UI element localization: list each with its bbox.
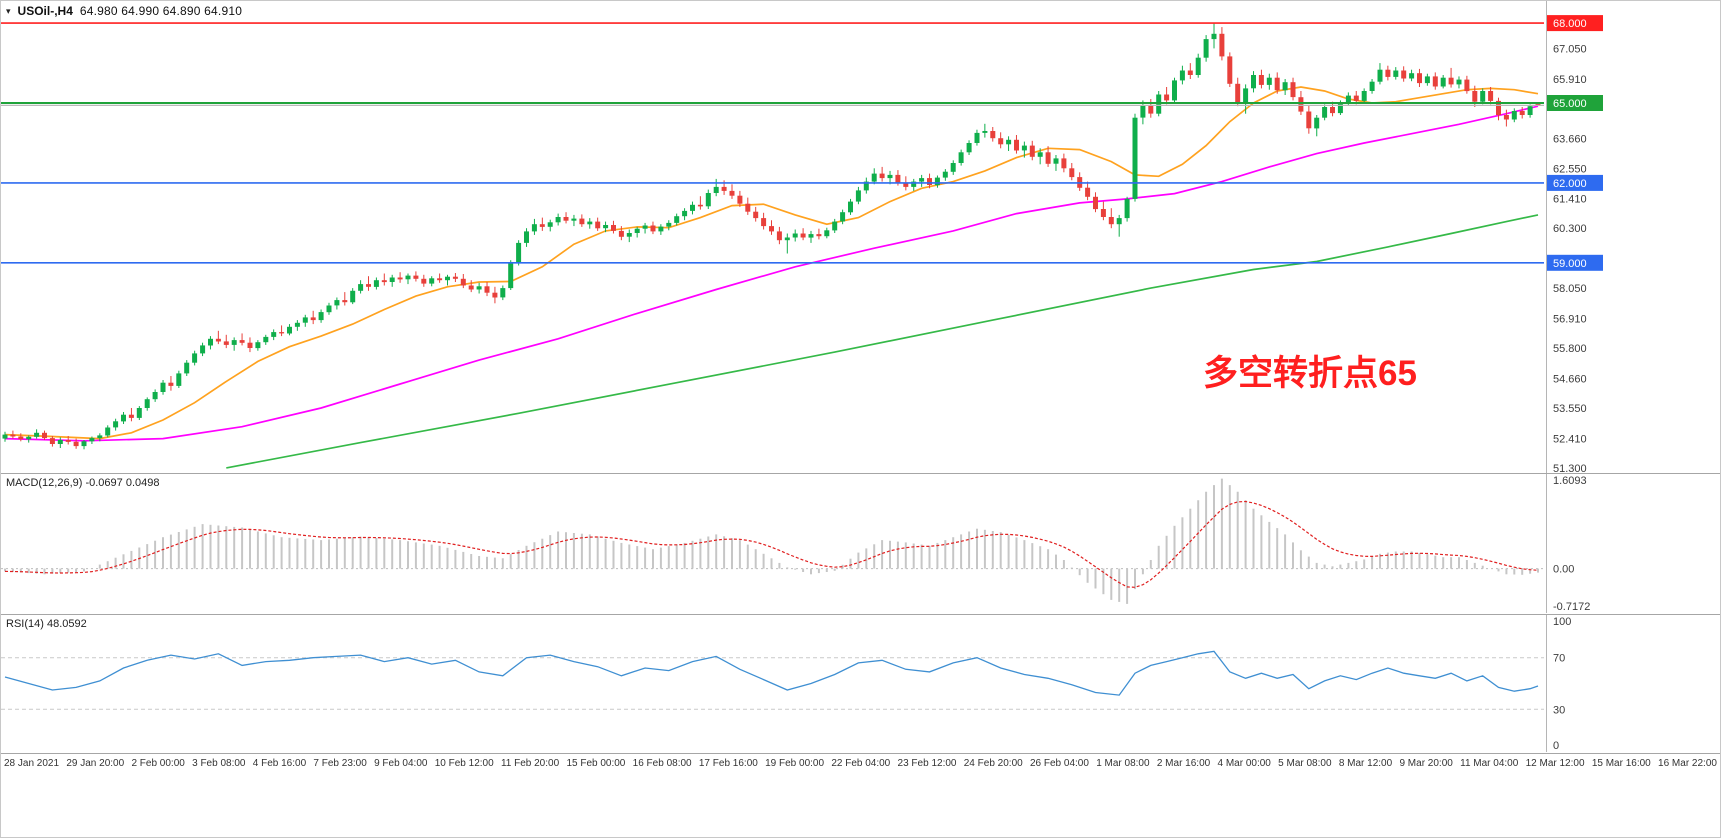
time-axis-label: 16 Feb 08:00: [632, 758, 692, 769]
time-axis-label: 4 Mar 00:00: [1217, 758, 1271, 769]
price-axis-label: 62.550: [1553, 163, 1587, 175]
macd-histogram: [4, 478, 1539, 604]
time-axis-label: 15 Feb 00:00: [566, 758, 626, 769]
price-tag: [1547, 254, 1603, 271]
time-axis-label: 23 Feb 12:00: [897, 758, 957, 769]
time-axis-label: 24 Feb 20:00: [963, 758, 1023, 769]
time-axis-label: 28 Jan 2021: [4, 758, 60, 769]
time-axis-label: 9 Feb 04:00: [374, 758, 428, 769]
price-axis-label: 63.660: [1553, 134, 1587, 146]
ma-mid-magenta-line: [4, 105, 1539, 442]
price-tag: [1547, 15, 1603, 32]
time-axis-label: 15 Mar 16:00: [1591, 758, 1651, 769]
time-axis-label: 1 Mar 08:00: [1096, 758, 1150, 769]
price-axis-label: 53.550: [1553, 403, 1587, 415]
price-axis-label: 65.910: [1553, 74, 1587, 86]
time-axis[interactable]: 28 Jan 2021 29 Jan 20:00 2 Feb 00:00 3 Feb …: [1, 753, 1720, 777]
svg-text:65.000: 65.000: [1553, 98, 1587, 110]
rsi-axis-label: 70: [1553, 653, 1565, 665]
rsi-line: [4, 650, 1539, 696]
price-tag: [1547, 174, 1603, 191]
time-axis-label: 29 Jan 20:00: [66, 758, 125, 769]
main-chart-canvas[interactable]: 67.050 65.910 63.660 62.550 61.410 60.300 58.0…: [1, 1, 1721, 473]
time-axis-label: 19 Feb 00:00: [765, 758, 825, 769]
time-axis-label: 22 Feb 04:00: [831, 758, 891, 769]
time-axis-label: 2 Feb 00:00: [131, 758, 185, 769]
time-axis-label: 10 Feb 12:00: [434, 758, 494, 769]
macd-panel[interactable]: 1.6093 0.00 -0.7172 MACD(12,26,9) -0.0697 …: [1, 473, 1720, 614]
price-axis-label: 67.050: [1553, 43, 1587, 55]
time-axis-label: 8 Mar 12:00: [1338, 758, 1393, 769]
price-axis-label: 55.800: [1553, 343, 1587, 355]
svg-text:62.000: 62.000: [1553, 178, 1587, 190]
time-axis-label: 17 Feb 16:00: [698, 758, 758, 769]
price-tag: [1547, 95, 1603, 111]
time-axis-label: 12 Mar 12:00: [1525, 758, 1585, 769]
time-axis-label: 11 Feb 20:00: [500, 758, 560, 769]
price-axis-label: 52.410: [1553, 433, 1587, 445]
price-axis-label: 60.300: [1553, 223, 1587, 235]
time-axis-label: 3 Feb 08:00: [192, 758, 246, 769]
time-axis-label: 11 Mar 04:00: [1460, 758, 1519, 769]
price-axis-label: 54.660: [1553, 373, 1587, 385]
main-chart-panel[interactable]: 67.050 65.910 63.660 62.550 61.410 60.300 58.0…: [1, 1, 1720, 473]
macd-signal-line: [4, 500, 1539, 588]
price-axis-label: 56.910: [1553, 314, 1587, 326]
price-axis-label: 51.300: [1553, 463, 1587, 473]
macd-axis-label: 0.00: [1553, 564, 1574, 576]
time-axis-label: 9 Mar 20:00: [1399, 758, 1453, 769]
macd-canvas[interactable]: 1.6093 0.00 -0.7172: [1, 474, 1721, 613]
rsi-axis-label: 0: [1553, 740, 1559, 752]
rsi-canvas[interactable]: 100 70 30 0: [1, 615, 1721, 752]
time-axis-label: 26 Feb 04:00: [1029, 758, 1089, 769]
time-axis-label: 5 Mar 08:00: [1278, 758, 1332, 769]
ma-fast-orange-line: [4, 86, 1539, 440]
rsi-axis-label: 30: [1553, 704, 1565, 716]
time-axis-label: 16 Mar 22:00: [1658, 758, 1717, 769]
ma-slow-green-line: [226, 214, 1539, 469]
svg-text:59.000: 59.000: [1553, 258, 1587, 270]
price-axis-label: 61.410: [1553, 194, 1587, 206]
time-axis-label: 2 Mar 16:00: [1156, 758, 1211, 769]
time-axis-label: 7 Feb 23:00: [313, 758, 367, 769]
price-axis-label: 58.050: [1553, 283, 1587, 295]
rsi-panel[interactable]: 100 70 30 0 RSI(14) 48.0592: [1, 614, 1720, 753]
bottom-filler: [1, 777, 1720, 837]
rsi-axis-label: 100: [1553, 616, 1571, 628]
time-axis-label: 4 Feb 16:00: [252, 758, 307, 769]
candlestick-series: [2, 23, 1541, 450]
macd-axis-label: -0.7172: [1553, 601, 1590, 613]
svg-text:68.000: 68.000: [1553, 18, 1587, 30]
macd-axis-label: 1.6093: [1553, 475, 1587, 487]
